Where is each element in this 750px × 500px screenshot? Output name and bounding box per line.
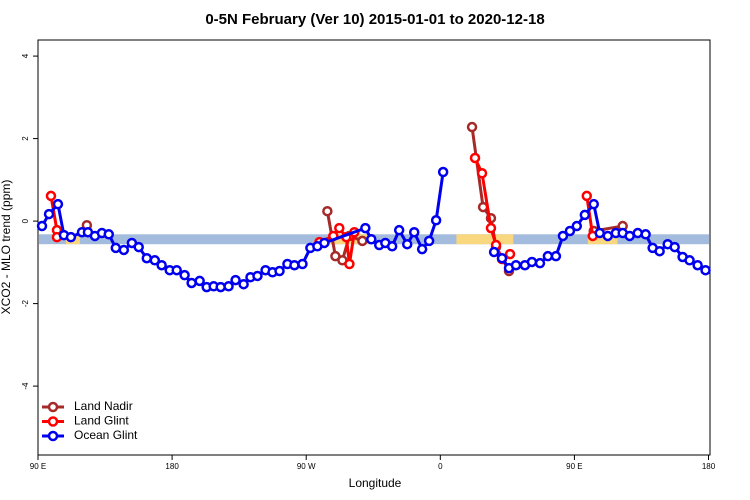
legend-label: Land Nadir — [74, 399, 133, 413]
y-tick-label: 2 — [21, 136, 30, 141]
data-point — [557, 230, 569, 242]
plot-frame — [37, 39, 711, 456]
data-point — [45, 190, 57, 202]
data-point — [504, 248, 516, 260]
data-point — [700, 264, 711, 276]
data-point — [437, 166, 449, 178]
data-point — [366, 233, 377, 245]
series-line — [325, 126, 623, 272]
data-point — [223, 281, 234, 292]
data-point — [488, 246, 500, 258]
data-point — [334, 222, 345, 234]
data-point — [110, 242, 122, 254]
data-point — [194, 275, 205, 287]
data-point — [510, 259, 522, 271]
band-highlight — [456, 234, 514, 245]
data-point — [386, 241, 398, 252]
x-tick-label: 180 — [702, 462, 716, 471]
data-point — [171, 264, 182, 276]
data-point — [669, 241, 680, 253]
data-point — [230, 274, 241, 286]
data-point — [408, 226, 420, 238]
data-point — [579, 209, 591, 221]
y-tick-label: 0 — [21, 218, 30, 223]
data-point — [588, 198, 600, 210]
y-axis-label: XCO2 - MLO trend (ppm) — [0, 180, 13, 315]
data-point — [360, 222, 371, 234]
data-point — [274, 265, 285, 277]
x-tick-label: 90 W — [297, 462, 316, 471]
data-point — [179, 269, 190, 281]
x-axis-label: Longitude — [349, 476, 402, 490]
x-tick-label: 0 — [438, 462, 443, 471]
data-point — [654, 245, 665, 257]
y-tick-label: 4 — [21, 53, 30, 58]
data-point — [684, 255, 695, 266]
data-point — [133, 241, 144, 253]
data-point — [289, 259, 300, 271]
legend-marker — [47, 416, 59, 427]
data-point — [357, 235, 368, 247]
legend-label: Ocean Glint — [74, 428, 138, 442]
data-point — [692, 259, 703, 271]
data-point — [466, 121, 478, 133]
data-point — [297, 258, 308, 270]
data-point — [156, 259, 167, 271]
data-point — [319, 237, 330, 249]
data-point — [103, 229, 115, 240]
data-point — [118, 244, 130, 256]
data-point — [476, 167, 488, 179]
data-point — [65, 231, 77, 243]
x-tick-label: 180 — [165, 462, 179, 471]
data-point — [526, 256, 538, 268]
data-point — [43, 208, 55, 220]
data-point — [640, 229, 651, 240]
data-point — [186, 277, 197, 289]
y-tick-label: -4 — [21, 382, 30, 390]
data-point — [534, 257, 546, 269]
data-point — [393, 224, 405, 236]
data-point — [252, 270, 263, 282]
data-point — [430, 215, 442, 226]
data-point — [564, 225, 576, 237]
data-point — [485, 222, 497, 234]
x-tick-label: 90 E — [30, 462, 46, 471]
data-point — [36, 220, 48, 232]
data-point — [423, 235, 435, 247]
data-point — [52, 198, 64, 210]
legend-marker — [47, 430, 59, 442]
legend-label: Land Glint — [74, 414, 129, 428]
data-point — [141, 252, 153, 264]
legend-marker — [47, 401, 59, 413]
data-point — [581, 190, 593, 202]
chart-title: 0-5N February (Ver 10) 2015-01-01 to 202… — [205, 11, 544, 28]
band-highlight — [587, 234, 618, 245]
data-point — [469, 152, 481, 164]
data-point — [344, 258, 355, 270]
y-tick-label: -2 — [21, 300, 30, 308]
data-point — [550, 250, 562, 262]
data-point — [322, 205, 333, 217]
data-point — [496, 252, 508, 264]
data-point — [149, 255, 161, 266]
data-point — [571, 220, 583, 232]
data-point — [401, 238, 413, 250]
data-point — [416, 243, 428, 255]
data-point — [238, 278, 249, 290]
x-tick-label: 90 E — [566, 462, 582, 471]
